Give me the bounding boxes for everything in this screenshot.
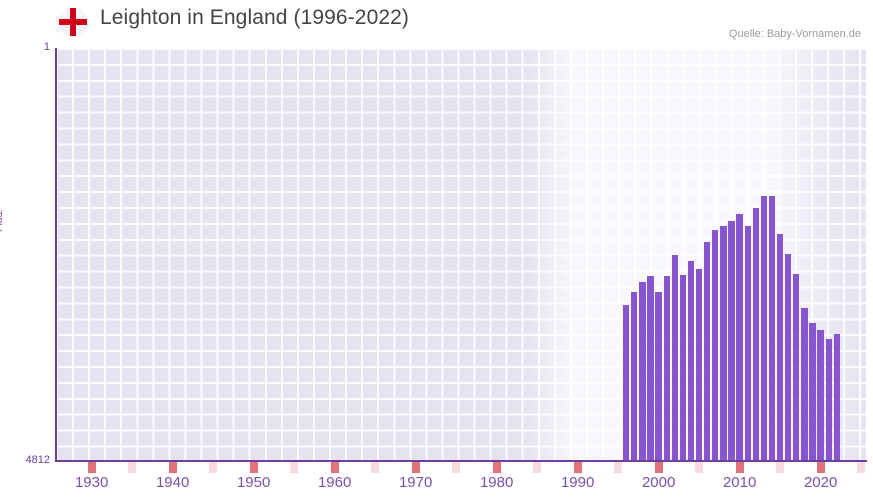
plot-area bbox=[56, 48, 866, 461]
y-axis-line bbox=[55, 48, 57, 462]
bar-series bbox=[56, 48, 866, 461]
x-tick-mark-minor-2025 bbox=[857, 462, 866, 473]
bar-2011[interactable] bbox=[744, 226, 751, 461]
chart-header: Leighton in England (1996-2022) Quelle: … bbox=[0, 0, 873, 46]
page-title: Leighton in England (1996-2022) bbox=[100, 6, 410, 29]
bar-2000[interactable] bbox=[655, 292, 662, 461]
bar-1997[interactable] bbox=[631, 292, 638, 461]
x-tick-mark-2000 bbox=[654, 462, 663, 473]
x-tick-mark-1970 bbox=[411, 462, 420, 473]
x-axis-line bbox=[55, 460, 867, 462]
bar-2012[interactable] bbox=[752, 207, 759, 461]
bar-2006[interactable] bbox=[704, 241, 711, 461]
bar-2020[interactable] bbox=[817, 330, 824, 461]
bar-2016[interactable] bbox=[785, 254, 792, 461]
bar-2008[interactable] bbox=[720, 226, 727, 461]
x-tick-label-1960: 1960 bbox=[317, 474, 352, 491]
bar-2014[interactable] bbox=[768, 196, 776, 461]
source-attribution: Quelle: Baby-Vornamen.de bbox=[728, 28, 861, 40]
x-tick-mark-1930 bbox=[87, 462, 96, 473]
x-tick-mark-1990 bbox=[573, 462, 582, 473]
x-tick-mark-minor-1975 bbox=[452, 462, 461, 473]
bar-2022[interactable] bbox=[833, 333, 840, 461]
x-tick-mark-2020 bbox=[816, 462, 825, 473]
x-tick-label-1980: 1980 bbox=[479, 474, 514, 491]
x-tick-mark-1980 bbox=[492, 462, 501, 473]
x-tick-label-2020: 2020 bbox=[803, 474, 838, 491]
bar-2015[interactable] bbox=[776, 234, 784, 461]
england-flag-icon bbox=[58, 7, 88, 37]
bar-2018[interactable] bbox=[801, 308, 808, 461]
x-tick-mark-1960 bbox=[330, 462, 339, 473]
bar-2002[interactable] bbox=[671, 255, 678, 461]
x-tick-label-1970: 1970 bbox=[398, 474, 433, 491]
x-tick-mark-minor-2015 bbox=[776, 462, 785, 473]
bar-2009[interactable] bbox=[728, 220, 735, 461]
bar-2013[interactable] bbox=[760, 196, 767, 461]
bar-2005[interactable] bbox=[695, 269, 703, 461]
bar-2004[interactable] bbox=[687, 261, 695, 461]
bar-2017[interactable] bbox=[793, 273, 800, 461]
y-axis-label: Platz bbox=[0, 209, 5, 232]
x-axis-ticks: 1930 1940 1950 1960 1970 1980 1990 2000 2010 2020 bbox=[56, 462, 866, 502]
bar-2001[interactable] bbox=[663, 276, 670, 461]
x-tick-mark-minor-1945 bbox=[209, 462, 218, 473]
bar-1999[interactable] bbox=[647, 276, 654, 461]
x-tick-mark-minor-1995 bbox=[614, 462, 623, 473]
x-tick-mark-minor-2005 bbox=[695, 462, 704, 473]
x-tick-mark-2010 bbox=[735, 462, 744, 473]
x-tick-label-1950: 1950 bbox=[236, 474, 271, 491]
x-tick-label-2010: 2010 bbox=[722, 474, 757, 491]
bar-1998[interactable] bbox=[639, 282, 646, 461]
x-tick-label-1990: 1990 bbox=[560, 474, 595, 491]
bar-2019[interactable] bbox=[809, 323, 816, 461]
x-tick-mark-1940 bbox=[168, 462, 177, 473]
bar-2021[interactable] bbox=[825, 338, 832, 461]
x-tick-mark-minor-1965 bbox=[371, 462, 380, 473]
x-tick-label-1930: 1930 bbox=[74, 474, 109, 491]
bar-1996[interactable] bbox=[623, 305, 630, 461]
x-tick-label-1940: 1940 bbox=[155, 474, 190, 491]
x-tick-mark-minor-1985 bbox=[533, 462, 542, 473]
x-tick-mark-minor-1935 bbox=[128, 462, 137, 473]
y-axis-tick-bottom: 4812 bbox=[25, 454, 50, 466]
bar-2003[interactable] bbox=[679, 275, 686, 461]
x-tick-label-2000: 2000 bbox=[641, 474, 676, 491]
x-tick-mark-1950 bbox=[249, 462, 258, 473]
x-tick-mark-minor-1955 bbox=[290, 462, 299, 473]
bar-2010[interactable] bbox=[736, 214, 743, 461]
flag-cross-horizontal bbox=[59, 19, 87, 25]
bar-2007[interactable] bbox=[712, 229, 719, 461]
y-axis-tick-top: 1 bbox=[43, 41, 50, 53]
